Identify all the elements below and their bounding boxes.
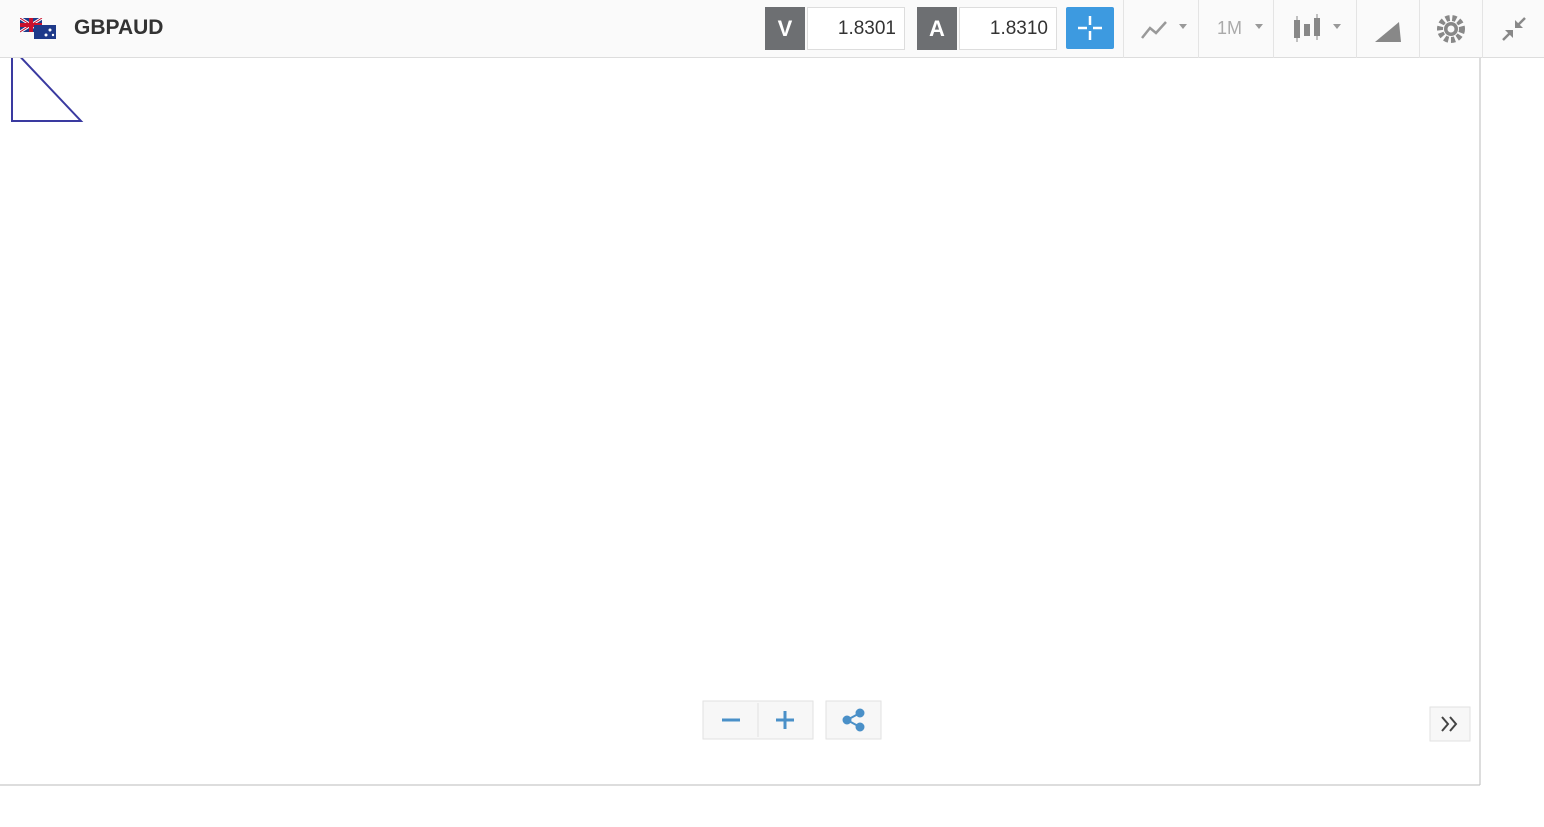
zoom-in[interactable]	[776, 711, 794, 729]
chart	[0, 58, 1481, 786]
collapse-button[interactable]	[1482, 0, 1544, 58]
symbol: GBPAUD	[74, 16, 164, 39]
zoom-controls	[702, 700, 1471, 742]
timeframe-button[interactable]	[1198, 0, 1273, 58]
timeframe[interactable]: 1M	[1217, 18, 1243, 38]
toolbar: GBPAUD V 1.8301 A 1.8310 1M	[0, 0, 1544, 58]
drawn-triangle[interactable]	[11, 58, 84, 122]
scroll-end-button[interactable]	[1429, 706, 1471, 742]
chart-type-button[interactable]	[1273, 0, 1356, 58]
crosshair-button[interactable]	[1066, 7, 1114, 49]
indicator-button[interactable]	[1123, 0, 1198, 58]
bid-label[interactable]: V	[765, 7, 805, 50]
settings-button[interactable]	[1419, 0, 1482, 58]
bid-price[interactable]: 1.8301	[807, 7, 905, 50]
ask-price[interactable]: 1.8310	[959, 7, 1057, 50]
drawing-button[interactable]	[1356, 0, 1419, 58]
share-button[interactable]	[825, 700, 882, 740]
ask-label[interactable]: A	[917, 7, 957, 50]
flag-icon	[20, 18, 56, 39]
